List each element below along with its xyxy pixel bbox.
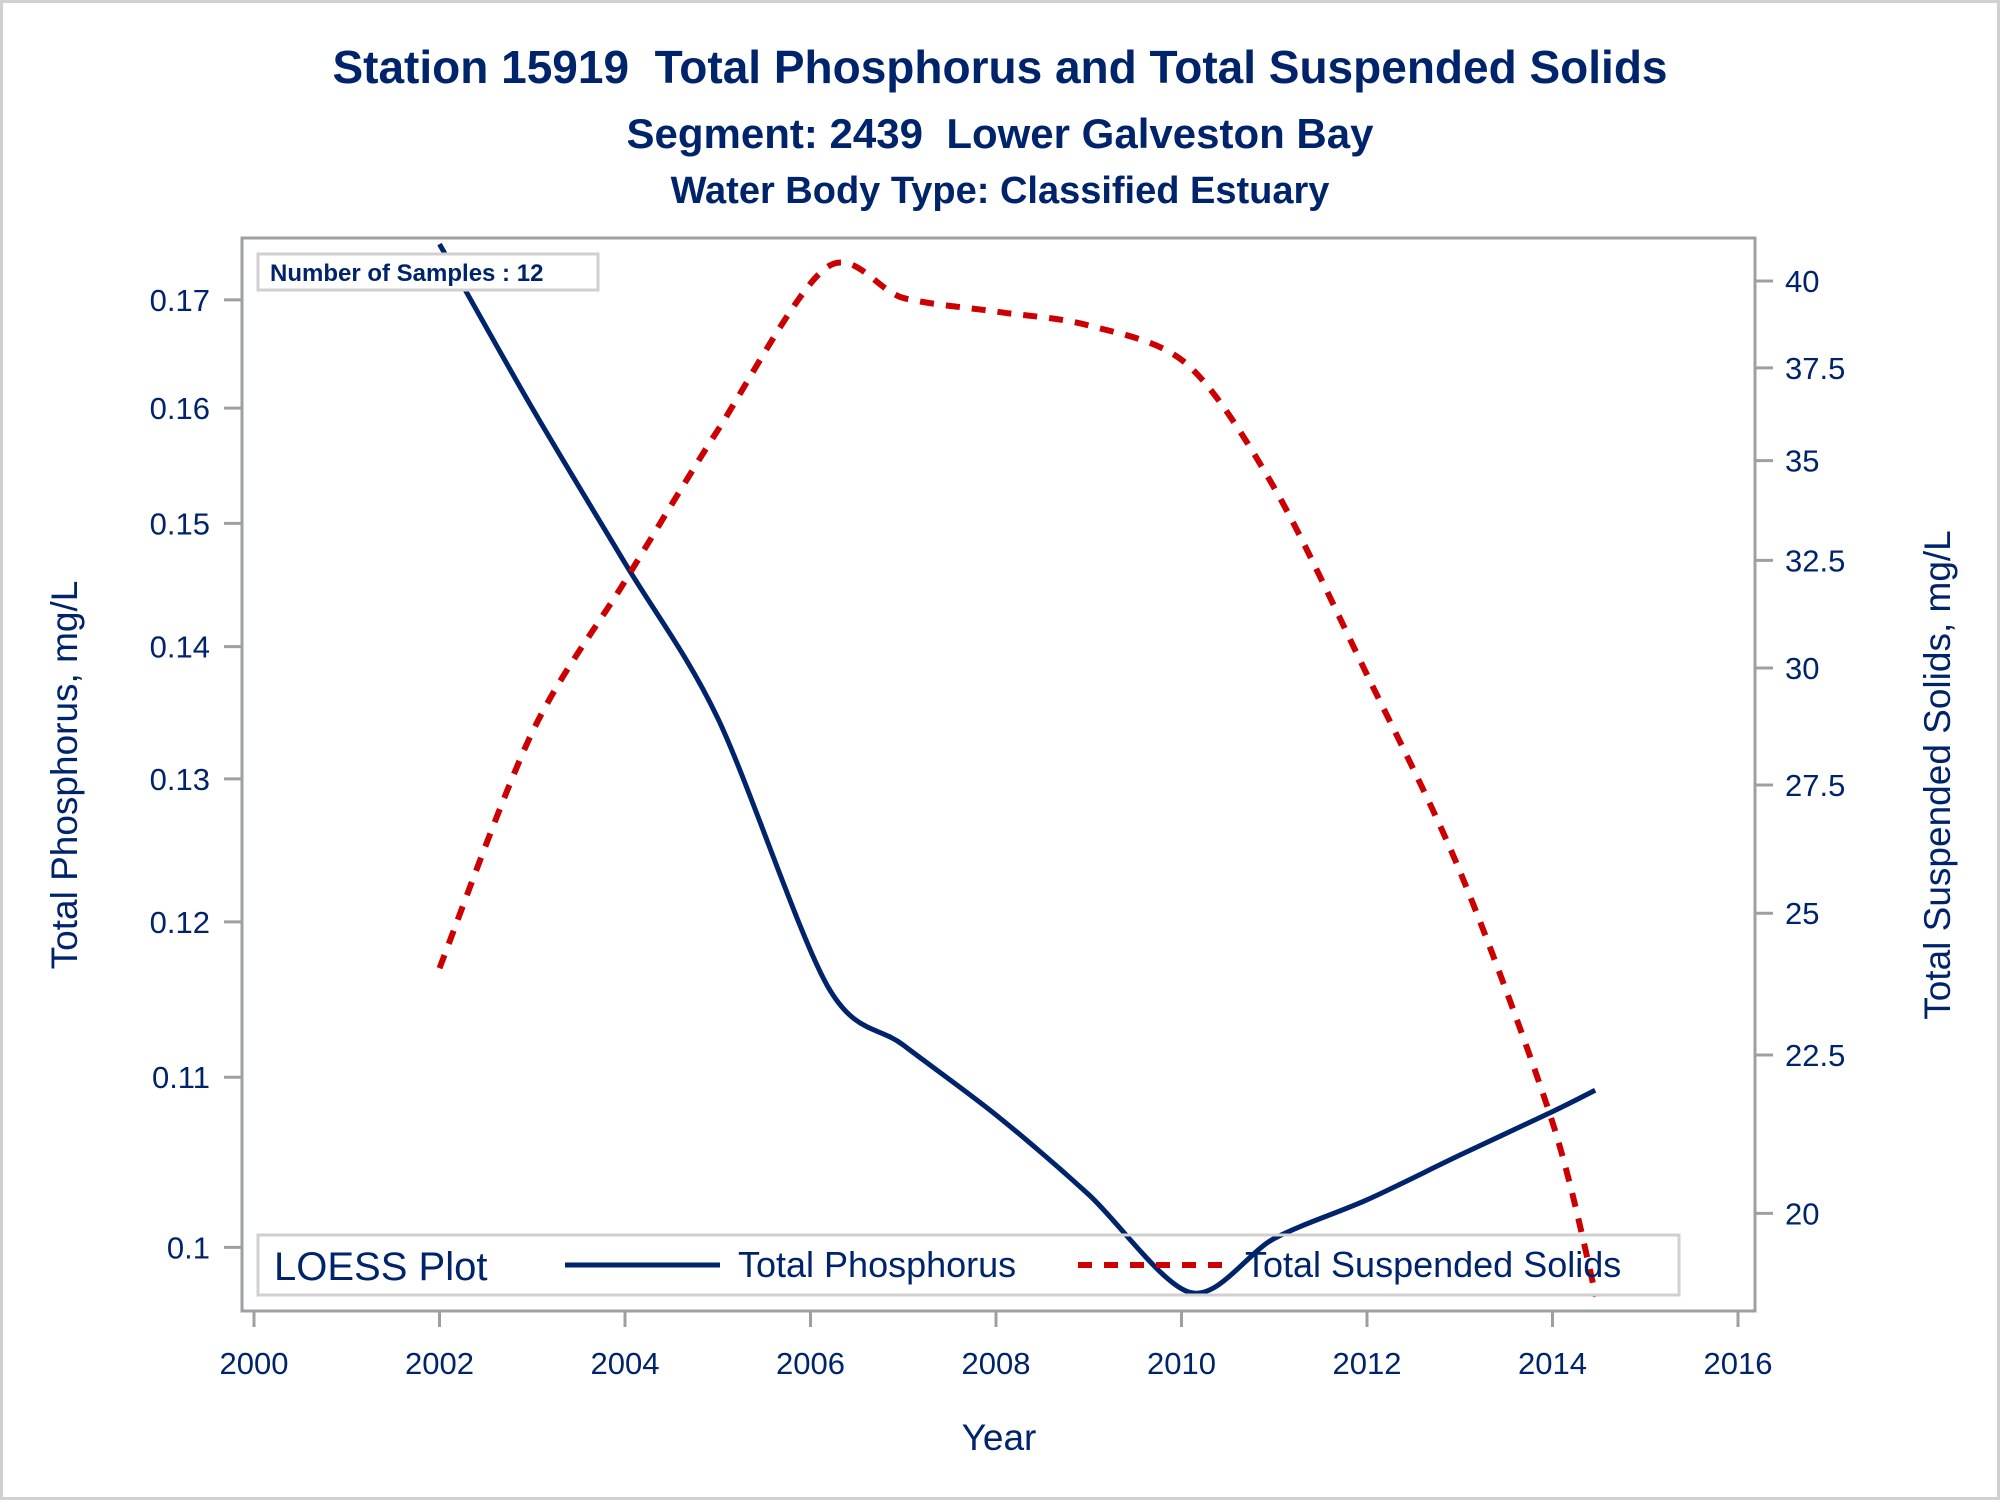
- x-axis: 2000 2002 2004 2006 2008 2010 2012 2014 2016: [220, 1311, 1773, 1381]
- chart-subtitle-segment: Segment: 2439 Lower Galveston Bay: [626, 110, 1374, 157]
- y-tick-label: 0.17: [150, 283, 210, 318]
- y-axis-left-title: Total Phosphorus, mg/L: [44, 581, 85, 970]
- series-line-tss: [436, 259, 1600, 1298]
- x-tick-label: 2012: [1333, 1346, 1402, 1381]
- y2-tick-label: 27.5: [1785, 768, 1845, 803]
- y-tick-label: 0.12: [150, 905, 210, 940]
- x-tick-label: 2016: [1704, 1346, 1773, 1381]
- y-tick-label: 0.1: [167, 1230, 210, 1265]
- y2-tick-label: 22.5: [1785, 1038, 1845, 1073]
- x-tick-label: 2002: [405, 1346, 474, 1381]
- legend-label-phosphorus: Total Phosphorus: [738, 1244, 1016, 1285]
- legend-box: [256, 1233, 1681, 1297]
- y-axis-right: 20 22.5 25 27.5 30 32.5 35 37.5 40: [1755, 264, 1845, 1231]
- y2-tick-label: 32.5: [1785, 543, 1845, 578]
- x-tick-label: 2008: [962, 1346, 1031, 1381]
- x-tick-label: 2000: [220, 1346, 289, 1381]
- sample-count-inset: Number of Samples : 12: [256, 252, 600, 292]
- y-tick-label: 0.15: [150, 506, 210, 541]
- y2-tick-label: 35: [1785, 444, 1819, 479]
- y2-tick-label: 37.5: [1785, 351, 1845, 386]
- sample-count-label: Number of Samples : 12: [270, 260, 543, 287]
- legend-label-tss: Total Suspended Solids: [1245, 1244, 1621, 1285]
- sample-count-box: [256, 252, 600, 292]
- y2-tick-label: 25: [1785, 896, 1819, 931]
- x-tick-label: 2004: [591, 1346, 660, 1381]
- y-tick-label: 0.14: [150, 630, 210, 665]
- y-axis-left: 0.1 0.11 0.12 0.13 0.14 0.15 0.16 0.17: [150, 283, 242, 1265]
- x-tick-label: 2010: [1147, 1346, 1216, 1381]
- y2-tick-label: 20: [1785, 1196, 1819, 1231]
- series-layer: [436, 242, 1600, 1298]
- series-line-phosphorus: [437, 242, 1597, 1296]
- legend: LOESS Plot Total Phosphorus Total Suspen…: [256, 1233, 1681, 1297]
- x-tick-label: 2014: [1518, 1346, 1587, 1381]
- y-tick-label: 0.11: [152, 1060, 210, 1095]
- y-tick-label: 0.13: [150, 762, 210, 797]
- y2-tick-label: 40: [1785, 264, 1819, 299]
- y-tick-label: 0.16: [150, 391, 210, 426]
- y2-tick-label: 30: [1785, 651, 1819, 686]
- legend-title: LOESS Plot: [274, 1245, 487, 1289]
- chart-title: Station 15919 Total Phosphorus and Total…: [332, 41, 1668, 93]
- x-tick-label: 2006: [776, 1346, 845, 1381]
- plot-area: [240, 236, 1757, 1313]
- chart-subtitle-waterbody: Water Body Type: Classified Estuary: [670, 170, 1330, 212]
- x-axis-title: Year: [962, 1417, 1037, 1458]
- y-axis-right-title: Total Suspended Solids, mg/L: [1917, 530, 1958, 1020]
